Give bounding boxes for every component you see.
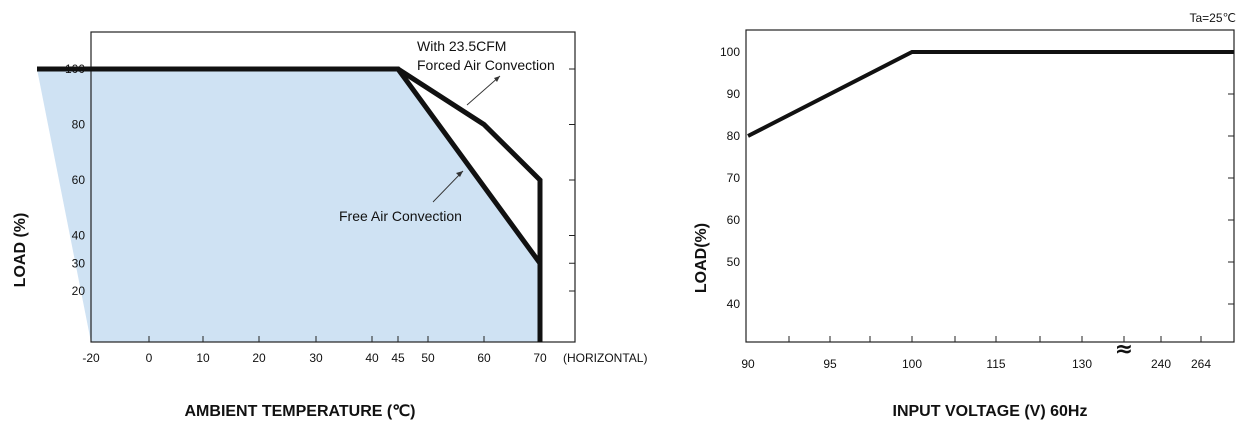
y-ticks-right: 40 50 60 70 80 90 100 — [720, 45, 1234, 311]
input-voltage-derating-chart: 90 95 100 115 130 240 264 40 50 60 70 80 90 100 ≈ Ta… — [693, 11, 1236, 420]
y-tick-label: 100 — [720, 45, 740, 59]
x-tick-label: 50 — [421, 351, 435, 365]
x-tick-label: 0 — [146, 351, 153, 365]
y-tick-label: 60 — [72, 173, 86, 187]
x-tick-label: 20 — [252, 351, 266, 365]
x-tick-label: 70 — [533, 351, 547, 365]
series-left — [37, 66, 543, 342]
x-tick-label: 100 — [902, 357, 922, 371]
safe-operating-area — [37, 69, 540, 342]
arrowhead-forced — [494, 76, 500, 82]
annotation-free: Free Air Convection — [339, 208, 462, 224]
arrowhead-free — [456, 171, 463, 177]
y-tick-label: 60 — [727, 213, 741, 227]
y-tick-label: 50 — [727, 255, 741, 269]
y-tick-label: 90 — [727, 87, 741, 101]
x-tick-label: 240 — [1151, 357, 1171, 371]
y-tick-label: 30 — [72, 256, 86, 270]
x-tick-label: 45 — [391, 351, 405, 365]
x-tick-label: -20 — [82, 351, 100, 365]
x-axis-title-right: INPUT VOLTAGE (V) 60Hz — [893, 403, 1088, 420]
series-right — [747, 50, 1234, 138]
leader-arrow-free — [432, 170, 464, 203]
x-tick-label: 30 — [309, 351, 323, 365]
x-tick-label: 90 — [741, 357, 755, 371]
x-ticks-left: -20 0 10 20 30 40 45 50 60 70 — [82, 336, 547, 365]
x-tick-label: 40 — [365, 351, 379, 365]
x-tick-label: 130 — [1072, 357, 1092, 371]
y-tick-label: 80 — [727, 129, 741, 143]
y-tick-label: 40 — [72, 229, 86, 243]
annotation-forced-line2: Forced Air Convection — [417, 57, 555, 73]
ambient-temp-note: Ta=25℃ — [1189, 11, 1236, 25]
x-tick-label: 264 — [1191, 357, 1211, 371]
x-axis-suffix-left: (HORIZONTAL) — [563, 351, 647, 365]
x-tick-label: 95 — [823, 357, 837, 371]
plot-frame-left — [90, 31, 576, 343]
load-vs-voltage-line — [747, 50, 1234, 138]
leader-arrow-forced — [466, 75, 501, 106]
plot-frame-right — [745, 29, 1235, 343]
y-axis-title-right: LOAD(%) — [693, 223, 710, 293]
x-tick-label: 60 — [477, 351, 491, 365]
x-tick-label: 10 — [196, 351, 210, 365]
y-axis-title-left: LOAD (%) — [12, 213, 29, 288]
x-axis-title-left: AMBIENT TEMPERATURE (℃) — [185, 403, 416, 420]
annotation-forced-line1: With 23.5CFM — [417, 38, 506, 54]
x-tick-label: 115 — [986, 357, 1005, 371]
y-tick-label: 80 — [72, 118, 86, 132]
axis-break-symbol: ≈ — [1115, 337, 1133, 362]
y-tick-label: 70 — [727, 171, 741, 185]
free-air-line — [37, 66, 543, 342]
y-tick-label: 40 — [727, 297, 741, 311]
x-ticks-right: 90 95 100 115 130 240 264 — [741, 336, 1211, 371]
y-tick-label: 20 — [72, 284, 86, 298]
